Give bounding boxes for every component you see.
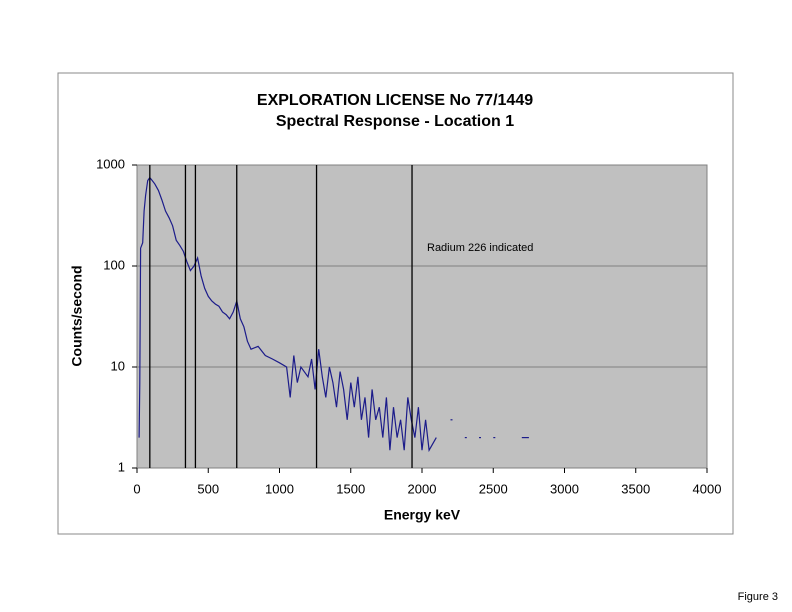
x-tick-label: 4000 (693, 481, 722, 496)
plot-area (136, 164, 708, 469)
spectrum-line (138, 176, 437, 453)
x-tick-label: 1000 (265, 481, 294, 496)
y-tick-label: 1000 (96, 156, 125, 171)
x-tick-label: 1500 (336, 481, 365, 496)
x-tick-label: 3500 (621, 481, 650, 496)
x-tick-label: 3000 (550, 481, 579, 496)
x-tick-label: 2500 (479, 481, 508, 496)
chart-title: EXPLORATION LICENSE No 77/1449 (257, 92, 533, 109)
y-tick-label: 10 (111, 358, 125, 373)
x-tick-label: 2000 (408, 481, 437, 496)
y-tick-label: 1 (118, 459, 125, 474)
y-axis-label: Counts/second (69, 265, 85, 366)
annotation: Radium 226 indicated (427, 242, 533, 254)
chart-subtitle: Spectral Response - Location 1 (276, 113, 514, 130)
x-tick-label: 0 (133, 481, 140, 496)
y-tick-label: 100 (103, 257, 125, 272)
x-tick-label: 500 (197, 481, 219, 496)
x-axis-label: Energy keV (384, 507, 461, 523)
figure-caption: Figure 3 (738, 591, 778, 603)
